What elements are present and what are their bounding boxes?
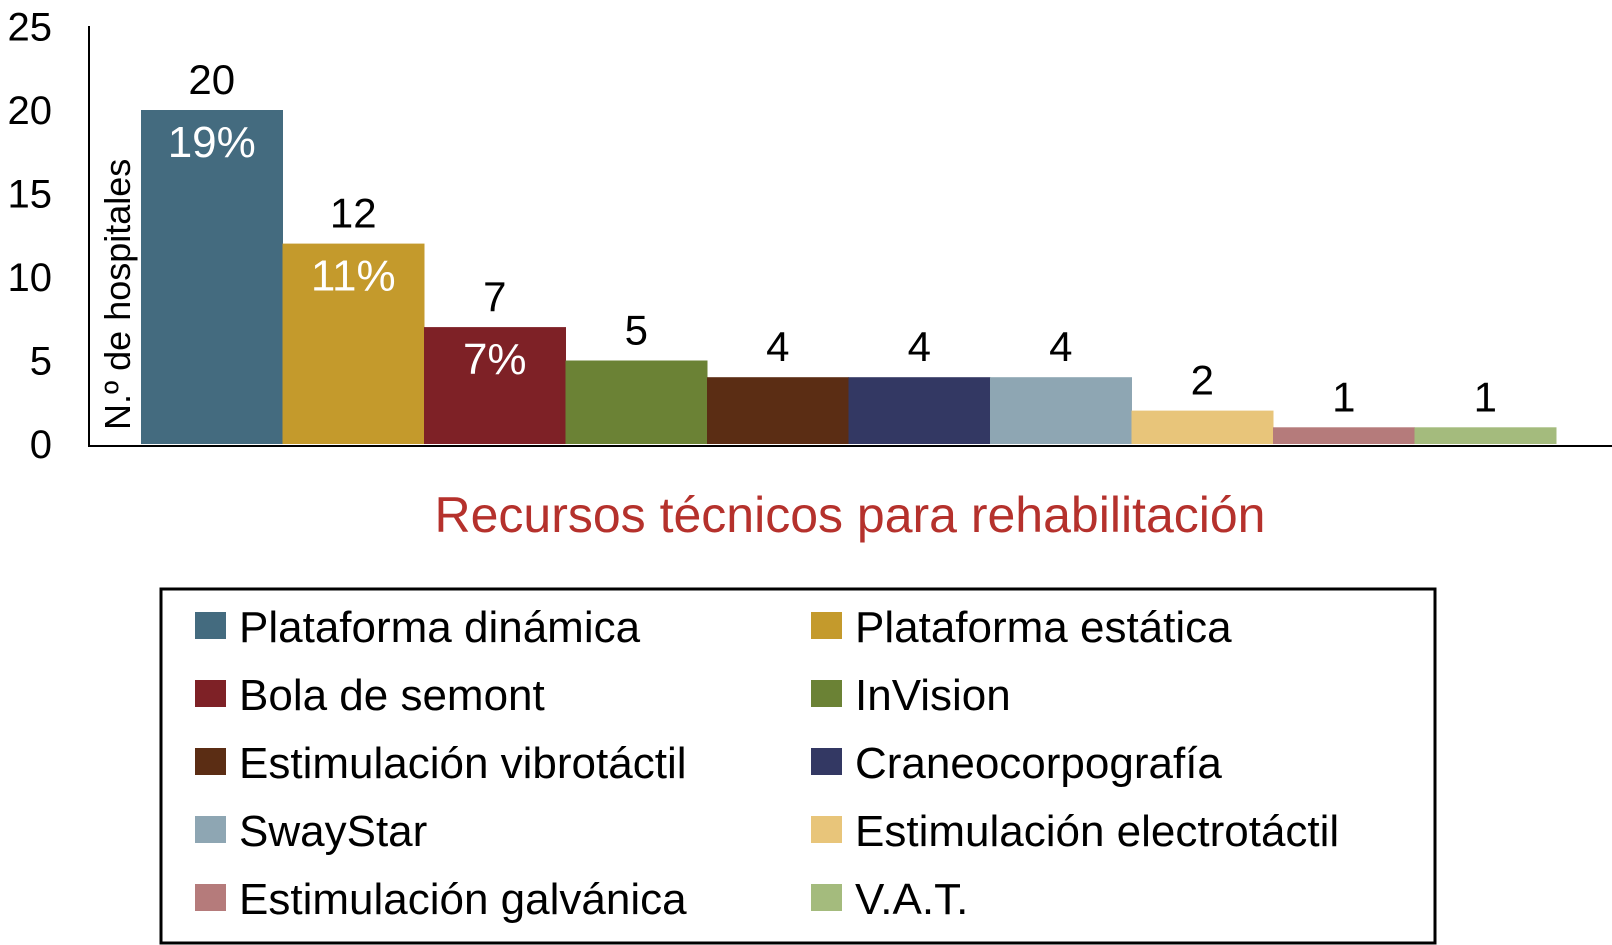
bar-value-label: 4 xyxy=(766,323,789,370)
y-tick-label: 10 xyxy=(8,256,53,300)
legend-label: Plataforma dinámica xyxy=(239,603,641,652)
bar-7 xyxy=(990,377,1132,444)
legend-label: Bola de semont xyxy=(239,671,545,720)
legend-label: Estimulación galvánica xyxy=(239,875,687,924)
bar-value-label: 7 xyxy=(483,273,506,320)
legend-box xyxy=(159,587,1437,945)
legend-swatch xyxy=(811,612,842,639)
y-axis-title: N.º de hospitales xyxy=(97,159,138,430)
legend: Plataforma dinámica Plataforma estática Bo… xyxy=(195,603,1339,924)
bar-1 xyxy=(141,110,283,444)
legend-label: Plataforma estática xyxy=(855,603,1232,652)
legend-swatch xyxy=(811,680,842,707)
bar-10 xyxy=(1414,427,1557,444)
y-tick-label: 5 xyxy=(30,340,52,384)
bar-value-label: 1 xyxy=(1474,373,1497,420)
bar-value-label: 4 xyxy=(1049,323,1072,370)
bar-9 xyxy=(1273,427,1415,444)
bar-value-label: 12 xyxy=(330,190,377,237)
bar-value-label: 1 xyxy=(1332,373,1355,420)
legend-label: Estimulación vibrotáctil xyxy=(239,739,687,788)
bar-value-label: 5 xyxy=(625,307,648,354)
legend-label: SwayStar xyxy=(239,807,427,856)
bar-percent-label: 11% xyxy=(311,252,396,301)
bar-2 xyxy=(282,243,425,444)
legend-swatch xyxy=(195,884,226,911)
bar-value-label: 4 xyxy=(908,323,931,370)
bar-8 xyxy=(1131,410,1274,444)
bar-value-label: 20 xyxy=(188,56,235,103)
legend-swatch xyxy=(811,748,842,775)
legend-swatch xyxy=(195,816,226,843)
bar-value-label: 2 xyxy=(1191,357,1214,404)
x-axis-title: Recursos técnicos para rehabilitación xyxy=(435,487,1266,543)
legend-swatch xyxy=(195,612,226,639)
legend-swatch xyxy=(811,816,842,843)
bar-3 xyxy=(424,327,566,444)
bars-group xyxy=(141,110,1557,444)
bar-6 xyxy=(848,377,991,444)
y-tick-label: 20 xyxy=(8,89,53,133)
value-labels-group: 20 12 7 5 4 4 4 2 1 1 xyxy=(188,56,1497,420)
legend-label: V.A.T. xyxy=(855,875,968,924)
legend-swatch xyxy=(195,680,226,707)
y-tick-label: 0 xyxy=(30,423,52,467)
y-tick-labels-group: 0 5 10 15 20 25 xyxy=(8,6,53,468)
y-tick-label: 25 xyxy=(8,6,53,50)
legend-label: InVision xyxy=(855,671,1011,720)
percent-labels-group: 19% 11% 7% xyxy=(168,118,527,384)
legend-label: Estimulación electrotáctil xyxy=(855,807,1339,856)
y-tick-label: 15 xyxy=(8,173,53,217)
legend-swatch xyxy=(811,884,842,911)
legend-label: Craneocorpografía xyxy=(855,739,1222,788)
bar-percent-label: 19% xyxy=(168,118,256,167)
bar-5 xyxy=(707,377,849,444)
bar-4 xyxy=(565,360,708,444)
bar-percent-label: 7% xyxy=(463,335,527,384)
legend-swatch xyxy=(195,748,226,775)
